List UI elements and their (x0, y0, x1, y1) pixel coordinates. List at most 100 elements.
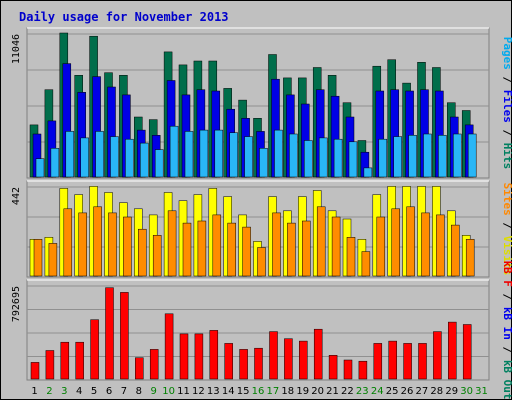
day-label-26: 26 (401, 386, 414, 397)
day-label-4: 4 (76, 386, 82, 397)
day-label-8: 8 (136, 386, 142, 397)
bar-pages-day-28 (438, 135, 447, 178)
bar-sites-day-2 (48, 243, 58, 277)
bar-kb-f-day-3 (60, 341, 70, 380)
bar-sites-day-25 (391, 208, 400, 277)
bar-sites-day-15 (242, 226, 251, 277)
bar-pages-day-26 (408, 135, 417, 178)
bar-kb-f-day-15 (239, 349, 248, 380)
series-legend: kB F / kB In / kB Out (501, 260, 512, 399)
day-label-28: 28 (430, 386, 443, 397)
bar-kb-f-day-8 (135, 357, 144, 380)
bar-pages-day-20 (318, 137, 328, 178)
day-label-12: 12 (192, 386, 205, 397)
bar-kb-f-day-9 (149, 349, 159, 380)
bar-sites-day-30 (465, 239, 475, 277)
day-label-21: 21 (326, 386, 339, 397)
bar-kb-f-day-2 (45, 350, 55, 380)
y-max-label: 792695 (11, 286, 22, 322)
day-label-6: 6 (106, 386, 112, 397)
bar-pages-day-19 (304, 140, 313, 178)
legend-part: / (501, 287, 512, 307)
bar-sites-day-14 (227, 222, 236, 277)
bar-kb-f-day-12 (194, 333, 204, 380)
bar-kb-f-day-11 (179, 333, 189, 380)
bar-pages-day-29 (453, 133, 462, 178)
bar-sites-day-7 (123, 216, 132, 277)
bar-sites-day-11 (182, 222, 192, 277)
bar-sites-day-17 (272, 212, 281, 277)
legend-part: kB Out (501, 360, 512, 400)
bar-sites-day-24 (376, 216, 386, 277)
legend-part: kB In (501, 307, 512, 340)
bar-kb-f-day-23 (358, 360, 368, 380)
bar-kb-f-day-16 (254, 347, 263, 380)
bar-kb-f-day-22 (343, 359, 353, 380)
bar-sites-day-26 (406, 206, 415, 277)
day-label-19: 19 (296, 386, 309, 397)
bar-sites-day-10 (167, 210, 177, 277)
bar-kb-f-day-30 (462, 324, 472, 380)
bar-kb-f-day-21 (328, 355, 338, 380)
bar-sites-day-27 (421, 212, 430, 277)
day-label-1: 1 (31, 386, 37, 397)
day-label-17: 17 (267, 386, 280, 397)
legend-part: Files (501, 90, 512, 123)
bar-kb-f-day-29 (448, 321, 457, 380)
bar-kb-f-day-25 (388, 340, 397, 380)
bar-kb-f-day-5 (90, 319, 99, 380)
bar-pages-day-16 (259, 148, 268, 178)
bar-pages-day-8 (140, 142, 149, 178)
bar-pages-day-7 (125, 138, 134, 178)
day-label-25: 25 (386, 386, 399, 397)
bar-kb-f-day-4 (75, 341, 84, 380)
bar-sites-day-23 (361, 251, 371, 277)
legend-part: Hits (501, 143, 512, 170)
bar-sites-day-5 (93, 206, 102, 277)
day-label-15: 15 (237, 386, 250, 397)
bar-sites-day-19 (302, 220, 311, 277)
bar-sites-day-29 (451, 224, 460, 277)
bar-pages-day-6 (110, 136, 119, 178)
bar-pages-day-13 (214, 129, 224, 178)
day-label-5: 5 (91, 386, 97, 397)
day-label-29: 29 (445, 386, 458, 397)
day-label-2: 2 (46, 386, 52, 397)
bar-kb-f-day-17 (269, 331, 278, 380)
day-label-31: 31 (475, 386, 488, 397)
legend-part: Visits (501, 236, 512, 276)
bar-pages-day-15 (244, 136, 253, 178)
legend-part: / (501, 123, 512, 143)
bar-kb-f-day-1 (30, 362, 40, 380)
bar-sites-day-6 (108, 212, 117, 277)
bar-sites-day-16 (257, 247, 266, 277)
bar-kb-f-day-13 (209, 330, 219, 380)
bar-pages-day-27 (423, 133, 432, 178)
bar-pages-day-21 (333, 138, 343, 178)
bar-pages-day-14 (229, 132, 238, 178)
legend-part: / (501, 216, 512, 236)
bar-sites-day-13 (212, 214, 222, 277)
day-label-11: 11 (177, 386, 190, 397)
bar-kb-f-day-27 (418, 343, 427, 380)
day-label-27: 27 (416, 386, 429, 397)
bar-sites-day-21 (331, 216, 341, 277)
bar-pages-day-22 (348, 141, 358, 178)
bar-sites-day-9 (152, 235, 162, 277)
legend-part: kB F (501, 260, 512, 287)
bar-sites-day-8 (138, 228, 147, 277)
bar-pages-day-4 (80, 137, 89, 178)
day-label-23: 23 (356, 386, 369, 397)
day-label-10: 10 (162, 386, 175, 397)
bar-sites-day-22 (346, 237, 356, 277)
day-label-24: 24 (371, 386, 384, 397)
bar-kb-f-day-14 (224, 343, 233, 380)
bar-kb-f-day-6 (105, 287, 114, 380)
bar-sites-day-20 (316, 206, 326, 277)
day-label-16: 16 (252, 386, 265, 397)
series-legend: Pages / Files / Hits (501, 37, 512, 170)
day-label-20: 20 (311, 386, 324, 397)
bar-kb-f-day-28 (433, 331, 442, 380)
